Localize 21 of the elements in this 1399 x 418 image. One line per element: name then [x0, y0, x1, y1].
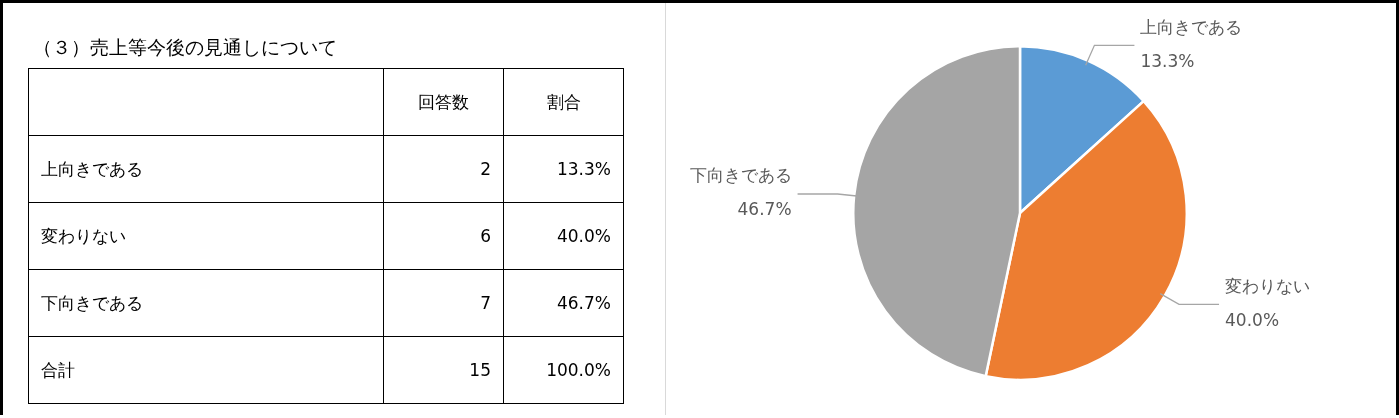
text: 13.3%	[556, 159, 611, 179]
text: 15	[383, 336, 504, 404]
text: （３）売上等今後の見通しについて	[33, 35, 337, 60]
data-label: 13.3%	[1140, 50, 1195, 71]
slice-label: 上向きである	[1140, 16, 1243, 37]
text: 7	[383, 269, 504, 337]
category-label: 下向きである	[41, 292, 143, 313]
text: 回答数	[383, 68, 504, 136]
slice-label: 下向きである	[689, 165, 792, 186]
slice-label: 変わりない	[1225, 275, 1311, 296]
category-label: 上向きである	[41, 158, 143, 179]
text: 割合	[503, 68, 624, 136]
text: 6	[383, 202, 504, 270]
category-label: 変わりない	[41, 225, 126, 246]
text: 合計	[28, 336, 384, 404]
text: 46.7%	[556, 293, 611, 313]
data-label: 46.7%	[737, 199, 792, 220]
text: 2	[383, 135, 504, 203]
text: 40.0%	[556, 226, 611, 246]
text: 100.0%	[503, 336, 624, 404]
data-label: 40.0%	[1225, 309, 1280, 330]
